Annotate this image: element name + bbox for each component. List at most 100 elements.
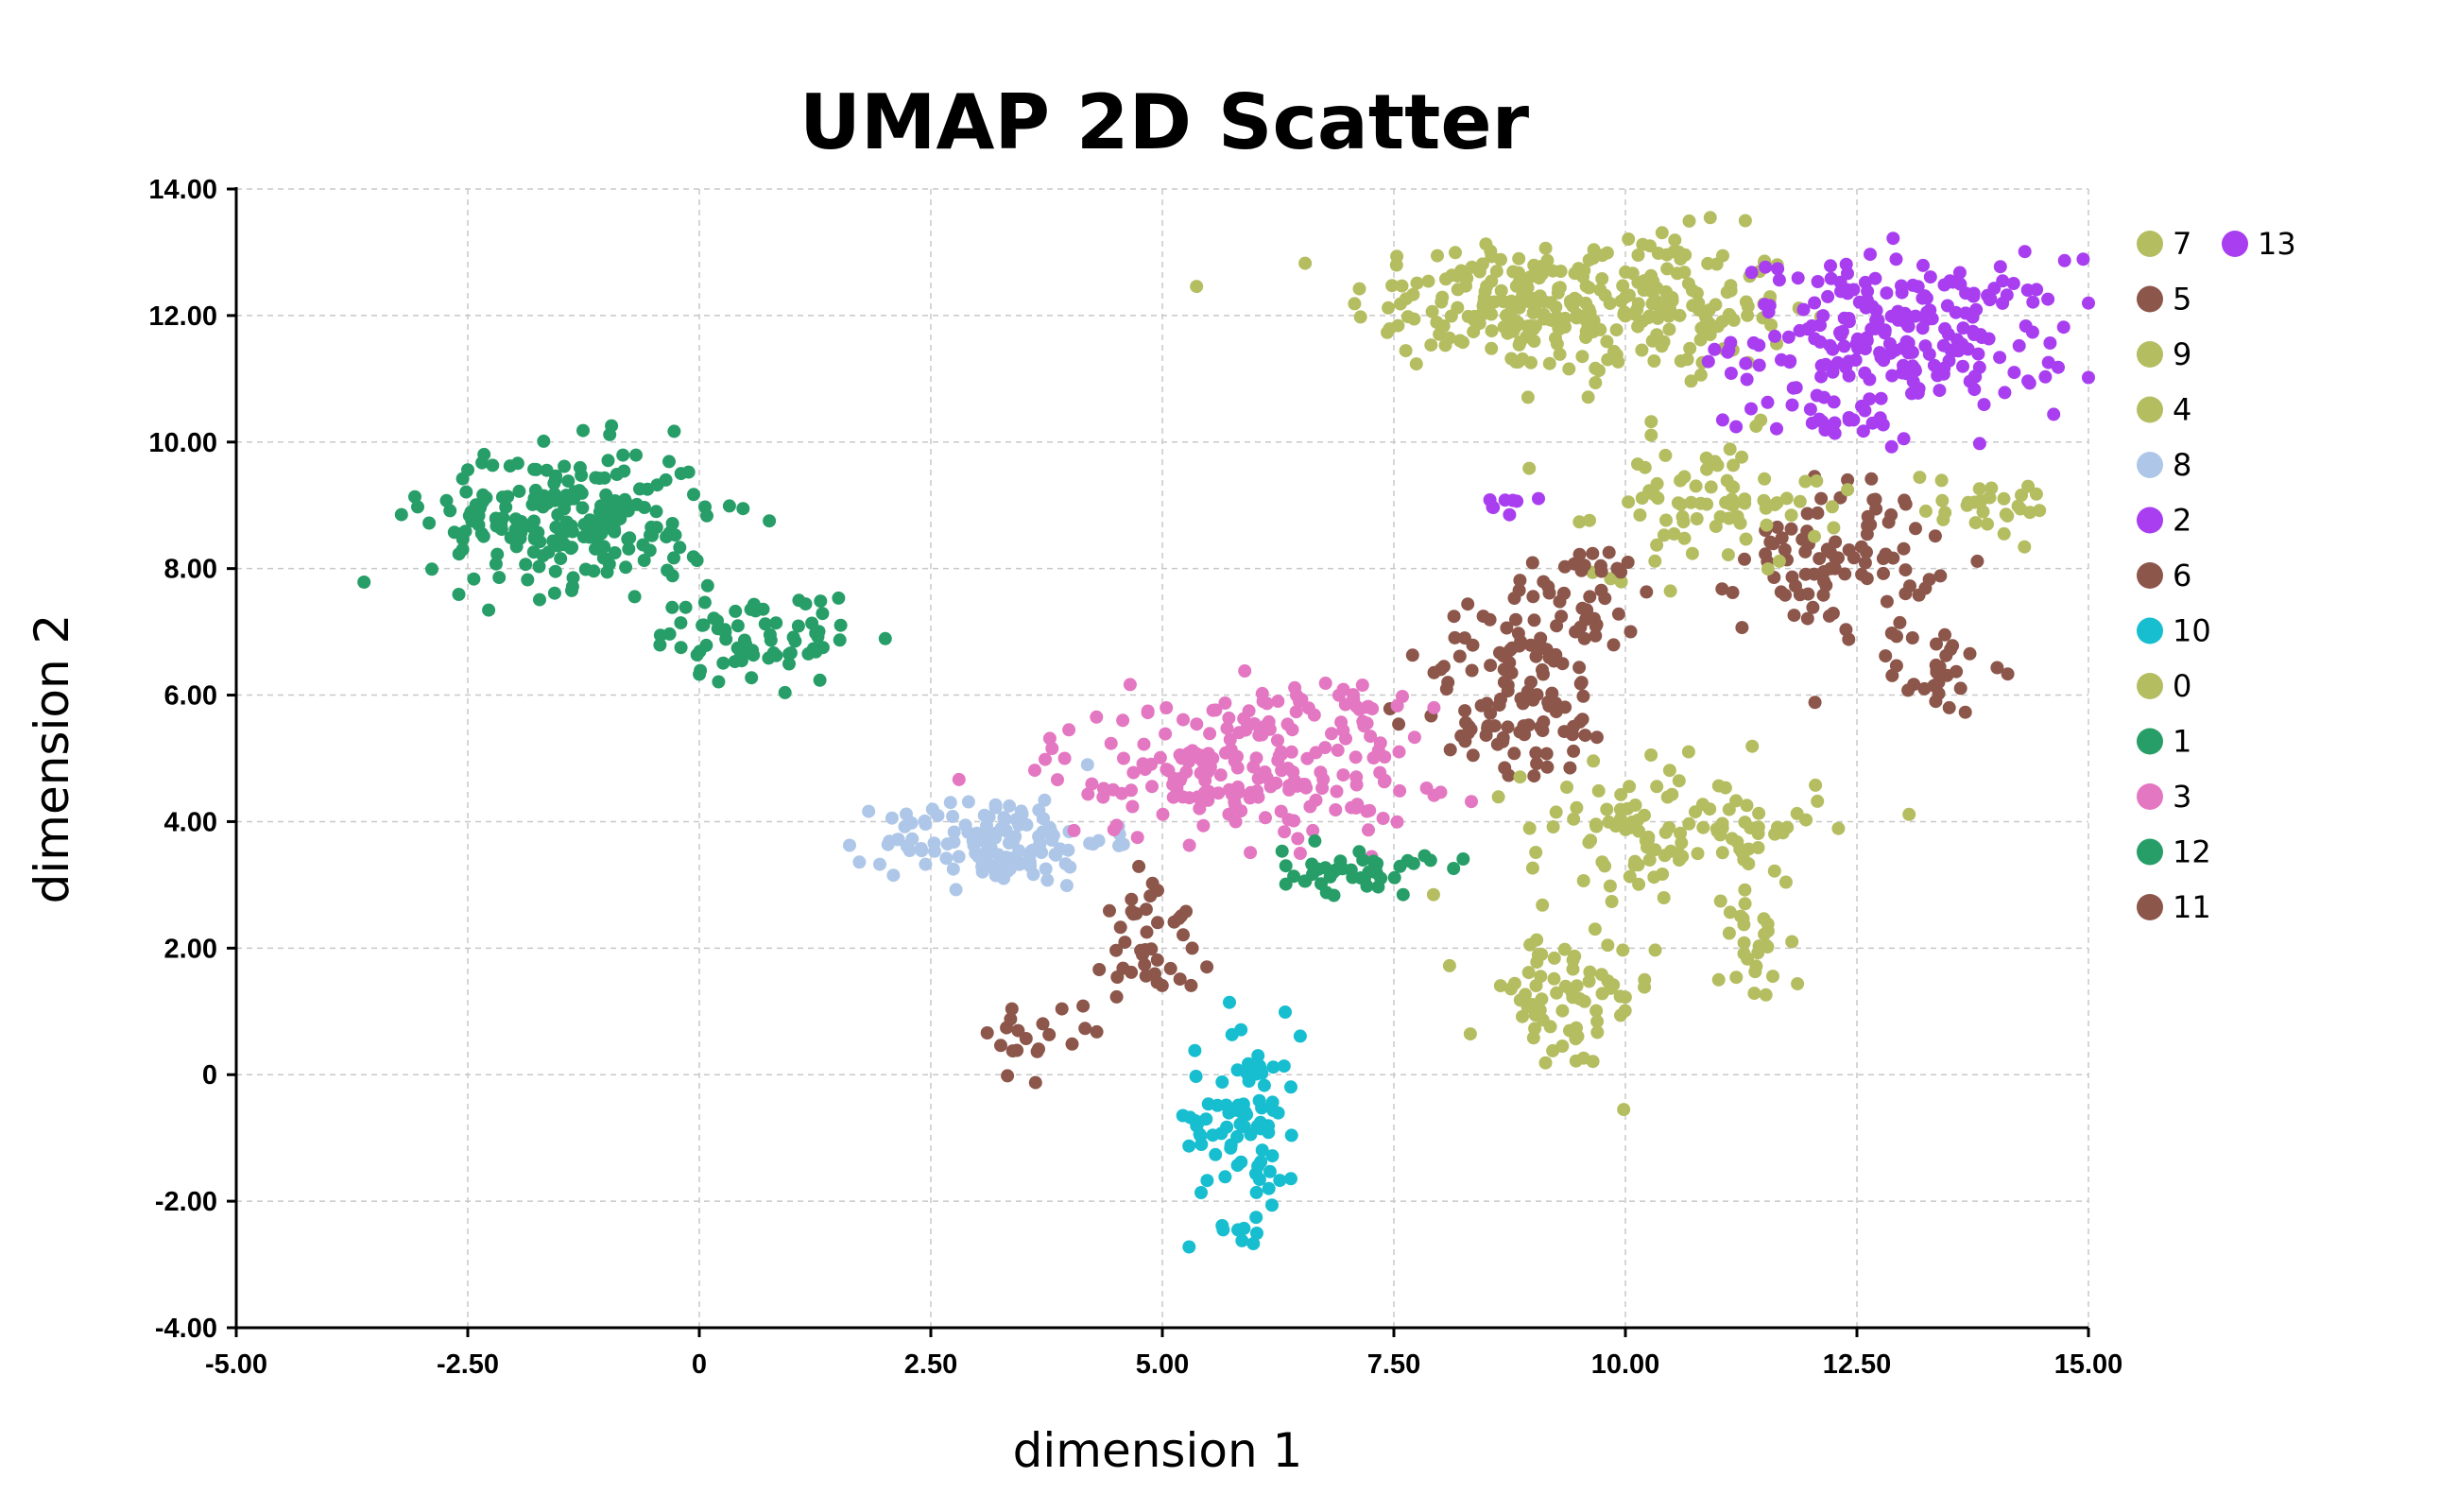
data-point <box>1513 574 1527 588</box>
data-point <box>1214 1126 1228 1141</box>
data-point <box>1447 862 1461 875</box>
data-point <box>1468 309 1482 323</box>
data-point <box>1723 442 1737 456</box>
data-point <box>1754 413 1768 427</box>
data-point <box>1223 732 1237 747</box>
data-point <box>1668 233 1682 248</box>
data-point <box>1491 790 1505 804</box>
data-point <box>1838 567 1852 581</box>
data-point <box>512 484 526 498</box>
data-point <box>1721 548 1735 562</box>
data-point <box>1899 316 1913 330</box>
data-point <box>1301 701 1315 715</box>
data-point <box>1784 522 1798 536</box>
data-point <box>1222 807 1236 821</box>
data-point <box>1657 528 1671 542</box>
data-point <box>1981 517 1994 531</box>
data-point <box>1003 799 1017 813</box>
data-point <box>1922 573 1936 587</box>
data-point <box>1352 845 1366 859</box>
data-point <box>1572 515 1587 529</box>
data-point <box>1895 285 1909 300</box>
data-point <box>1393 783 1407 798</box>
data-point <box>1297 778 1312 791</box>
data-point <box>558 538 572 552</box>
series-9 <box>1442 922 1662 1117</box>
data-point <box>989 826 1003 840</box>
data-point <box>1573 620 1588 634</box>
data-point <box>1271 1106 1285 1120</box>
data-point <box>1595 272 1609 285</box>
data-point <box>1265 1149 1280 1163</box>
data-point <box>975 860 989 874</box>
data-point <box>1783 354 1797 368</box>
data-point <box>1617 1103 1631 1117</box>
data-point <box>1254 1155 1268 1169</box>
data-point <box>1045 742 1059 755</box>
data-point <box>952 850 966 864</box>
data-point <box>422 516 437 530</box>
data-point <box>1257 1078 1271 1092</box>
data-point <box>1534 970 1548 984</box>
data-point <box>1614 787 1628 801</box>
data-point <box>961 795 975 809</box>
data-point <box>1125 892 1139 906</box>
data-point <box>394 507 408 522</box>
data-point <box>1567 744 1581 758</box>
data-point <box>1708 342 1722 356</box>
data-point <box>1713 509 1727 524</box>
data-point <box>1348 297 1362 311</box>
data-point <box>1631 457 1644 472</box>
legend-marker <box>2137 285 2163 313</box>
data-point <box>1550 619 1564 633</box>
data-point <box>1724 279 1738 293</box>
data-point <box>1899 563 1913 577</box>
data-point <box>1990 661 2004 675</box>
data-point <box>621 532 635 546</box>
data-point <box>891 833 905 847</box>
data-point <box>1177 928 1190 942</box>
data-point <box>1502 768 1516 782</box>
data-point <box>1648 554 1662 568</box>
data-point <box>1255 1143 1269 1158</box>
series-6 <box>1383 545 1654 783</box>
data-point <box>980 818 993 833</box>
data-point <box>1000 1021 1014 1035</box>
data-point <box>763 627 777 642</box>
data-point <box>1387 870 1401 885</box>
data-point <box>1801 587 1815 601</box>
data-point <box>1549 647 1563 662</box>
data-point <box>1877 566 1890 580</box>
data-point <box>1977 398 1991 412</box>
data-point <box>1487 295 1502 309</box>
data-point <box>1772 554 1786 568</box>
data-point <box>1523 638 1538 652</box>
data-point <box>2052 360 2065 374</box>
data-point <box>1194 1129 1208 1143</box>
data-point <box>1527 335 1541 348</box>
data-point <box>1500 621 1514 635</box>
data-point <box>2026 295 2040 309</box>
data-point <box>1138 763 1152 777</box>
data-point <box>1308 833 1322 848</box>
data-point <box>1493 979 1507 993</box>
data-point <box>1674 826 1688 840</box>
data-point <box>1816 588 1830 602</box>
data-point <box>1230 761 1245 775</box>
data-point <box>1959 306 1972 320</box>
data-point <box>1545 686 1559 700</box>
data-point <box>2041 292 2055 306</box>
data-point <box>514 525 528 540</box>
data-point <box>1735 450 1749 464</box>
data-point <box>1373 765 1387 780</box>
data-point <box>1635 491 1649 506</box>
data-point <box>1878 326 1892 340</box>
data-point <box>1537 575 1551 589</box>
data-point <box>1546 1043 1560 1057</box>
data-point <box>1524 355 1538 369</box>
data-point <box>1725 479 1739 493</box>
data-point <box>1284 1172 1297 1186</box>
data-point <box>1709 298 1723 312</box>
data-point <box>681 465 696 479</box>
data-point <box>1494 284 1508 298</box>
